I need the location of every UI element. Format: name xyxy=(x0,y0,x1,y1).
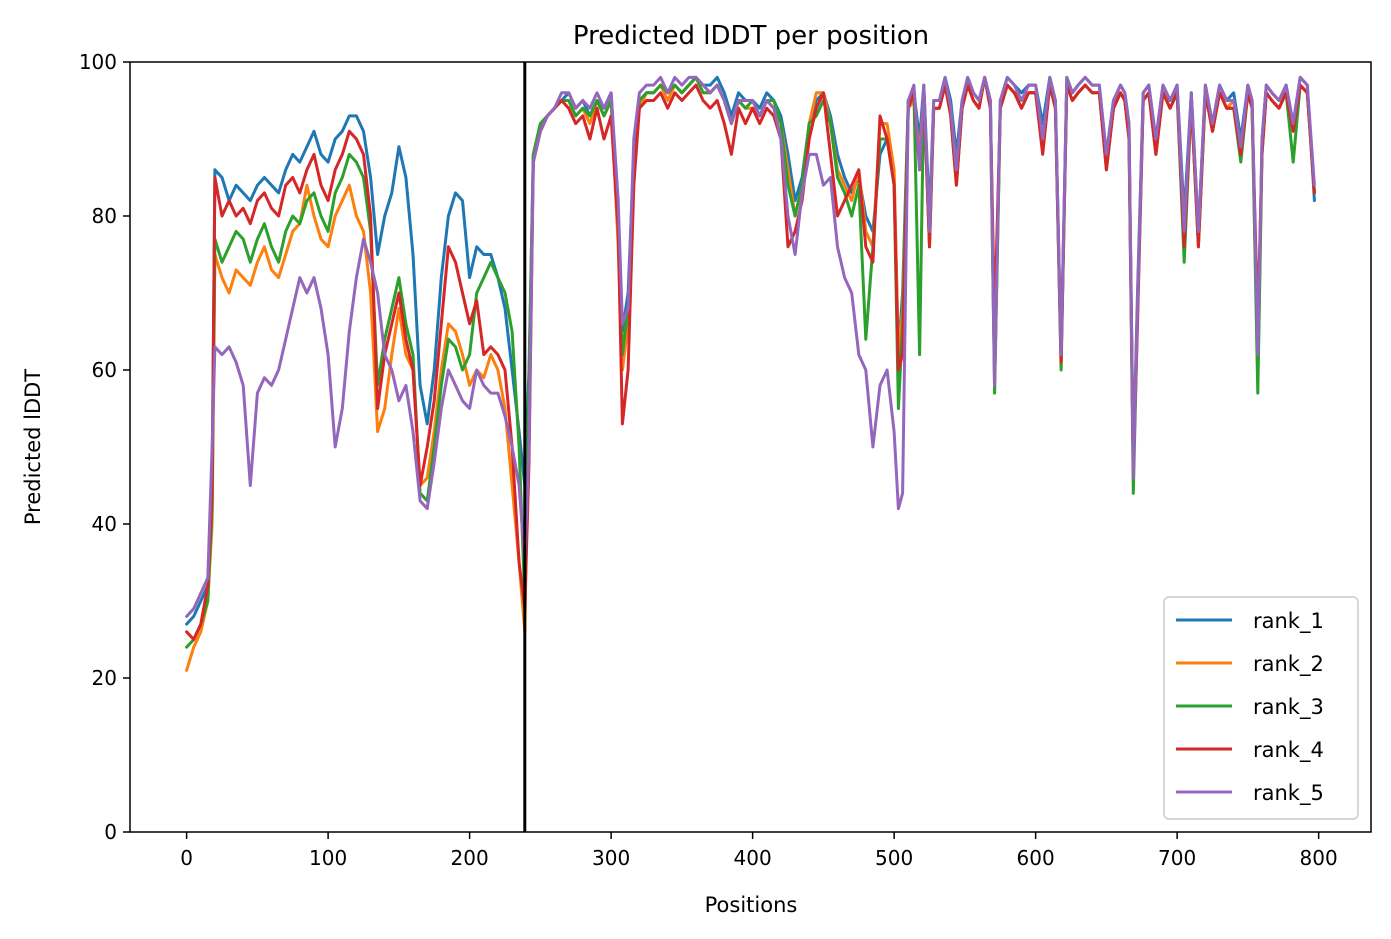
y-tick-label: 100 xyxy=(79,50,117,74)
x-tick-label: 500 xyxy=(875,846,913,870)
legend-label-rank_4: rank_4 xyxy=(1253,738,1324,763)
plot-area-frame xyxy=(129,61,1372,833)
x-tick-label: 0 xyxy=(180,846,193,870)
y-tick-label: 40 xyxy=(92,512,117,536)
y-tick-label: 0 xyxy=(104,820,117,844)
legend-label-rank_2: rank_2 xyxy=(1253,652,1324,677)
y-tick-label: 20 xyxy=(92,666,117,690)
x-tick-label: 800 xyxy=(1300,846,1338,870)
y-axis-label: Predicted lDDT xyxy=(21,369,45,525)
x-axis-label: Positions xyxy=(705,893,798,917)
x-tick-label: 300 xyxy=(592,846,630,870)
x-tick-label: 700 xyxy=(1158,846,1196,870)
x-axis-ticks: 0 100 200 300 400 500 600 700 800 xyxy=(180,832,1338,870)
legend-label-rank_5: rank_5 xyxy=(1253,781,1324,806)
x-tick-label: 200 xyxy=(451,846,489,870)
chart-title: Predicted lDDT per position xyxy=(573,21,929,51)
series-line-rank_5 xyxy=(185,75,1316,618)
x-tick-label: 600 xyxy=(1017,846,1055,870)
x-tick-label: 400 xyxy=(734,846,772,870)
legend-box xyxy=(1163,596,1359,820)
y-axis-ticks: 0 20 40 60 80 100 xyxy=(79,50,130,844)
y-tick-label: 80 xyxy=(92,204,117,228)
legend-label-rank_3: rank_3 xyxy=(1253,695,1324,720)
y-tick-label: 60 xyxy=(92,358,117,382)
x-tick-label: 100 xyxy=(309,846,347,870)
legend-label-rank_1: rank_1 xyxy=(1253,609,1324,634)
legend: rank_1 rank_2 rank_3 rank_4 rank_5 xyxy=(1163,596,1359,820)
series-layer xyxy=(185,75,1316,672)
